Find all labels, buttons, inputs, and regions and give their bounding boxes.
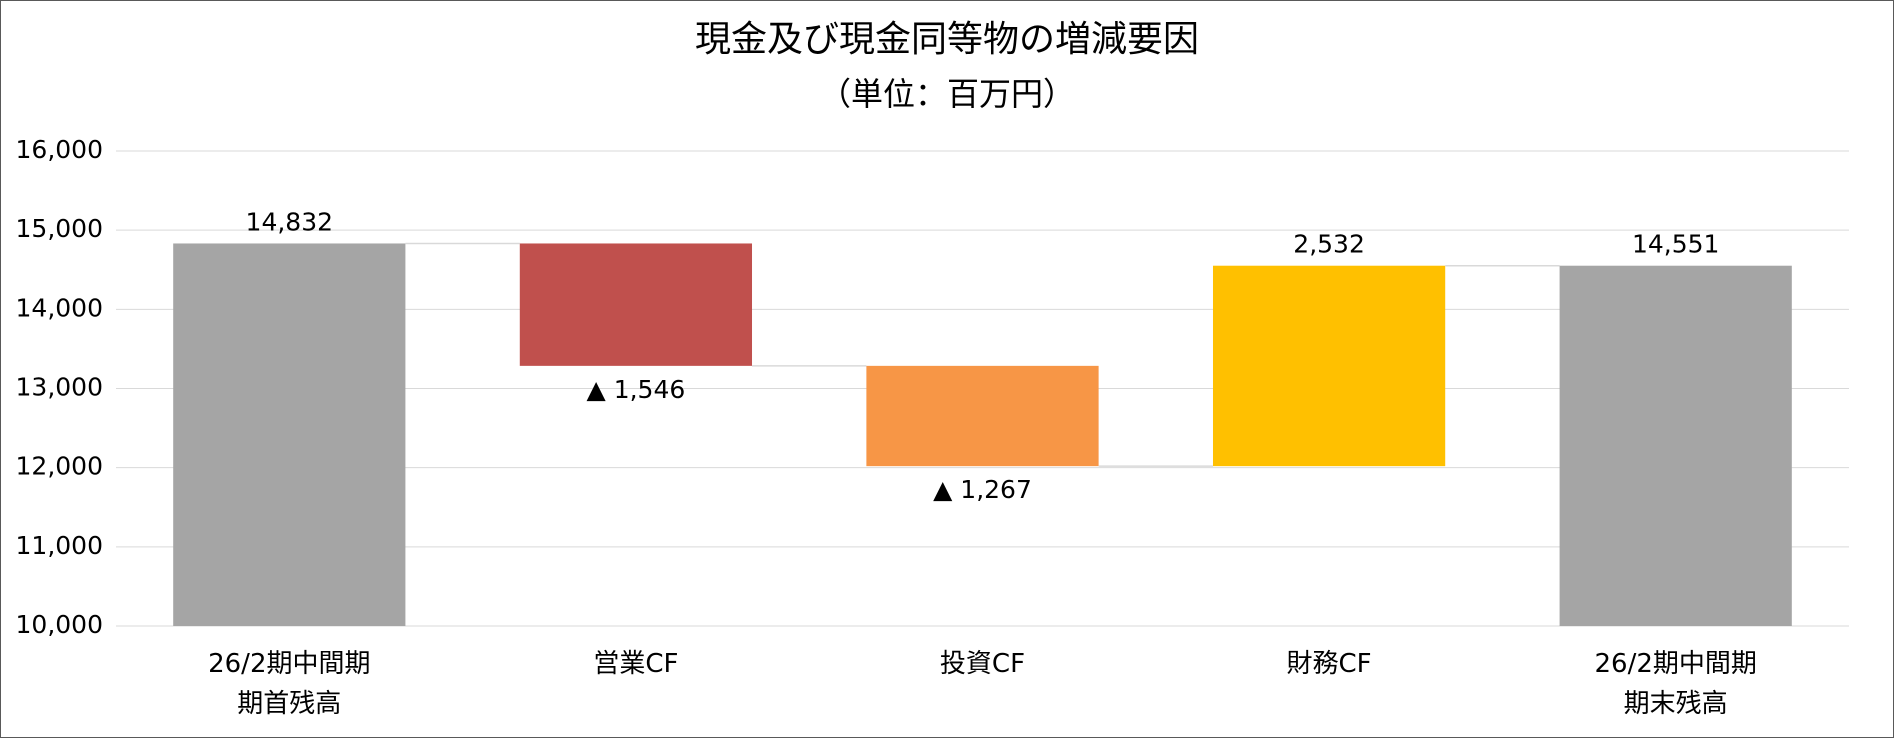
- x-tick-label: 投資CF: [939, 649, 1026, 679]
- y-tick-label: 15,000: [16, 214, 103, 243]
- value-label: 14,832: [246, 207, 333, 236]
- x-tick-label: 財務CF: [1286, 649, 1372, 679]
- y-tick-label: 13,000: [16, 373, 103, 402]
- y-tick-label: 14,000: [16, 293, 103, 322]
- value-label: ▲ 1,546: [587, 375, 686, 404]
- y-tick-label: 12,000: [16, 452, 103, 481]
- bar: [866, 365, 1099, 467]
- bar: [173, 243, 406, 626]
- y-tick-label: 10,000: [16, 610, 103, 639]
- chart-subtitle: （単位：百万円）: [819, 75, 1075, 113]
- value-label: ▲ 1,267: [933, 475, 1032, 504]
- bar: [1559, 265, 1792, 626]
- bar: [1212, 265, 1446, 467]
- x-tick-label: 26/2期中間期 期末残高: [1594, 649, 1757, 719]
- value-label: 14,551: [1632, 230, 1719, 259]
- chart-title: 現金及び現金同等物の増減要因: [695, 19, 1199, 60]
- x-tick-label: 営業CF: [593, 649, 679, 679]
- bar: [519, 243, 753, 366]
- y-tick-label: 16,000: [16, 135, 103, 164]
- x-tick-label: 26/2期中間期 期首残高: [208, 649, 371, 719]
- y-tick-label: 11,000: [16, 531, 103, 560]
- value-label: 2,532: [1293, 230, 1365, 259]
